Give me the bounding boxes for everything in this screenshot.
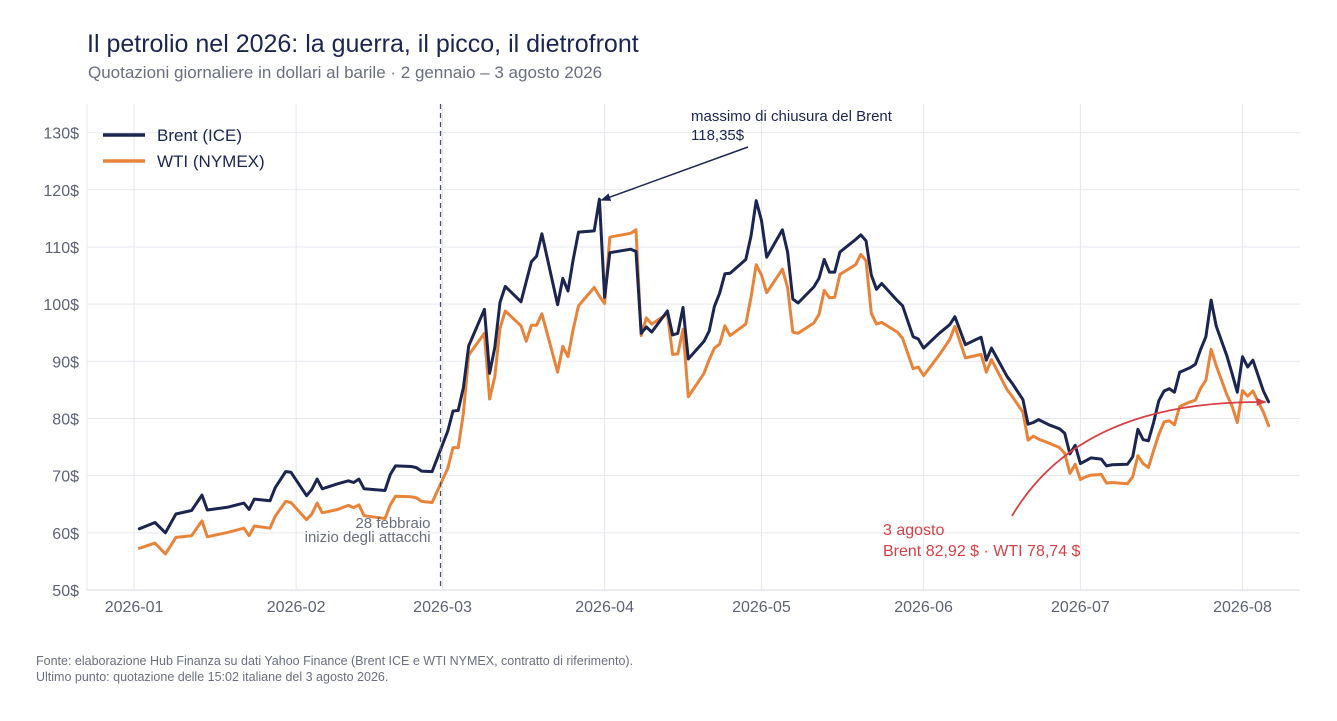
series-brent-line [137,197,1271,535]
x-tick-label: 2026-06 [894,599,953,616]
y-tick-label: 90$ [52,354,79,371]
x-tick-label: 2026-01 [105,599,164,616]
x-tick-label: 2026-05 [732,599,791,616]
chart-title: Il petrolio nel 2026: la guerra, il picc… [87,30,639,58]
y-tick-label: 70$ [52,469,79,486]
y-tick-label: 130$ [43,126,79,143]
y-tick-label: 110$ [45,240,80,257]
peak-arrow [600,146,749,201]
footer-note: Ultimo punto: quotazione delle 15:02 ita… [36,670,389,684]
last-annotation-values: Brent 82,92 $ · WTI 78,74 $ [883,543,1081,560]
x-tick-label: 2026-07 [1051,599,1110,616]
peak-annotation-value: 118,35$ [691,127,745,144]
y-tick-label: 80$ [52,411,79,428]
x-tick-label: 2026-04 [575,599,634,616]
last-annotation-date: 3 agosto [883,522,944,539]
event-label-date: 28 febbraio [355,515,430,532]
x-tick-label: 2026-08 [1213,599,1272,616]
footer-source: Fonte: elaborazione Hub Finanza su dati … [36,654,634,668]
y-tick-label: 60$ [52,526,79,543]
event-label-text: inizio degli attacchi [305,529,431,546]
legend-label-brent: Brent (ICE) [157,126,242,145]
chart-subtitle: Quotazioni giornaliere in dollari al bar… [88,63,603,82]
y-tick-label: 50$ [52,583,79,600]
y-tick-label: 120$ [43,183,79,200]
peak-annotation-title: massimo di chiusura del Brent [691,108,893,125]
x-tick-label: 2026-02 [267,599,326,616]
last-annotation-arrow [1011,397,1267,517]
legend-label-wti: WTI (NYMEX) [157,152,265,171]
series-wti-line [137,228,1271,556]
x-tick-label: 2026-03 [413,599,472,616]
y-tick-label: 100$ [43,297,79,314]
